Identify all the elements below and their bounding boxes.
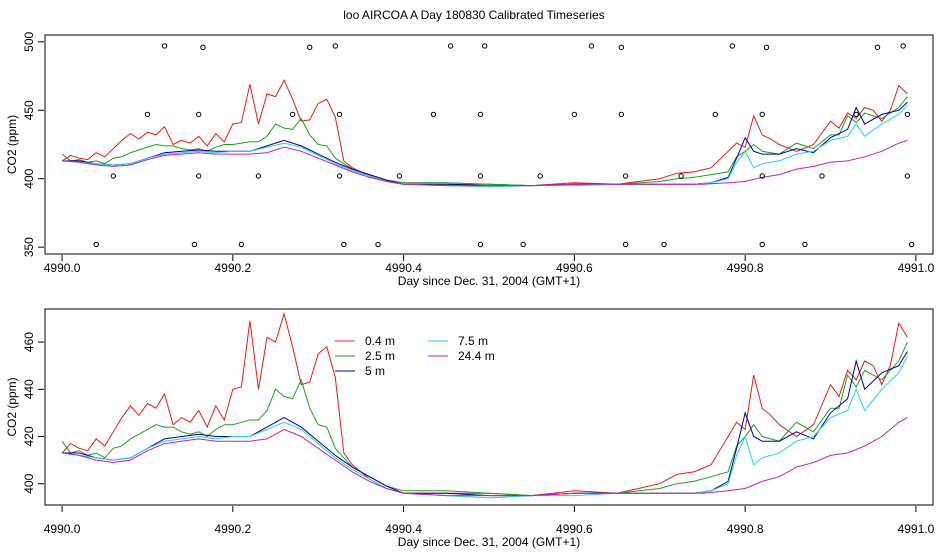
outlier-point <box>537 173 543 179</box>
x-tick-label: 4990.4 <box>385 522 422 536</box>
outlier-point <box>661 241 667 248</box>
legend-label: 5 m <box>365 364 385 378</box>
outlier-point <box>447 43 454 49</box>
series-line-1 <box>61 96 908 187</box>
x-tick-label: 4990.6 <box>556 522 593 536</box>
y-tick-label: 450 <box>22 100 36 120</box>
outlier-point <box>191 241 198 248</box>
x-tick-label: 4990.8 <box>727 261 764 275</box>
outlier-point <box>477 241 484 248</box>
series-line-0 <box>61 79 908 187</box>
outlier-point <box>341 241 347 248</box>
outlier-point <box>904 111 911 118</box>
outlier-point <box>336 173 343 179</box>
outlier-point <box>904 173 911 179</box>
series-line-4 <box>62 139 908 187</box>
y-tick-label: 400 <box>22 473 36 493</box>
outlier-point <box>802 241 808 248</box>
outlier-point <box>900 43 906 49</box>
outlier-point <box>571 111 578 118</box>
outlier-point <box>477 173 484 179</box>
y-axis-label: CO2 (ppm) <box>5 115 19 174</box>
outlier-point <box>622 241 629 248</box>
x-tick-label: 4991.0 <box>898 261 935 275</box>
outlier-point <box>759 111 765 118</box>
outlier-point <box>618 111 625 118</box>
outlier-point <box>336 111 343 118</box>
outlier-point <box>618 44 625 51</box>
outlier-point <box>874 44 881 51</box>
outlier-point <box>289 111 296 118</box>
legend: 0.4 m2.5 m5 m 7.5 m24.4 m <box>335 334 495 378</box>
outlier-point <box>908 241 915 248</box>
outlier-point <box>588 43 595 49</box>
outlier-point <box>195 111 202 118</box>
x-tick-label: 4990.2 <box>214 522 251 536</box>
series-line-2 <box>62 101 908 187</box>
outlier-point <box>238 241 245 248</box>
top-panel: 4990.0 4990.2 4990.4 4990.6 4990.8 4991.0 350 4… <box>5 32 934 288</box>
series-line-3 <box>62 355 908 499</box>
outlier-point <box>678 173 684 179</box>
y-tick-label: 440 <box>22 379 36 399</box>
outlier-point <box>396 173 403 179</box>
plot-frame <box>44 34 934 255</box>
series-line-1 <box>61 341 908 497</box>
outlier-point <box>853 111 859 118</box>
legend-label: 2.5 m <box>365 349 395 363</box>
outlier-point <box>375 241 381 248</box>
outlier-point <box>144 111 151 118</box>
series-line-4 <box>62 417 908 497</box>
series-line-0 <box>61 311 908 497</box>
outlier-point <box>729 43 736 49</box>
y-tick-label: 460 <box>22 332 36 352</box>
outlier-point <box>482 43 488 49</box>
outlier-point <box>306 44 313 51</box>
outlier-point <box>195 173 202 179</box>
outlier-point <box>200 44 206 51</box>
legend-label: 24.4 m <box>458 349 495 363</box>
series-line-2 <box>62 351 908 497</box>
outlier-point <box>520 241 526 248</box>
x-axis-label: Day since Dec. 31, 2004 (GMT+1) <box>398 535 580 549</box>
outlier-point <box>477 111 484 118</box>
y-tick-label: 420 <box>22 426 36 446</box>
x-tick-label: 4991.0 <box>898 522 935 536</box>
bottom-panel: 4990.0 4990.2 4990.4 4990.6 4990.8 4991.0 400 4… <box>5 308 935 549</box>
outlier-point <box>819 173 825 179</box>
outlier-point <box>332 43 339 49</box>
plot-area <box>61 311 908 499</box>
x-tick-label: 4990.6 <box>556 261 593 275</box>
outlier-point <box>255 173 262 179</box>
outlier-point <box>759 173 765 179</box>
series-line-3 <box>62 104 908 188</box>
outlier-point <box>161 43 168 49</box>
x-tick-label: 4990.2 <box>214 261 251 275</box>
y-tick-label: 500 <box>22 32 36 52</box>
x-tick-label: 4990.4 <box>385 261 422 275</box>
y-axis-label: CO2 (ppm) <box>5 377 19 436</box>
x-tick-label: 4990.8 <box>727 522 764 536</box>
y-tick-label: 400 <box>22 168 36 188</box>
y-tick-label: 350 <box>22 237 36 257</box>
outlier-point <box>759 241 765 248</box>
x-tick-label: 4990.0 <box>44 261 81 275</box>
x-tick-label: 4990.0 <box>44 522 81 536</box>
outlier-point <box>430 111 437 118</box>
outlier-point <box>763 44 770 51</box>
x-axis-label: Day since Dec. 31, 2004 (GMT+1) <box>398 274 580 288</box>
plot-area <box>61 43 915 248</box>
outlier-point <box>110 173 117 179</box>
plot-frame <box>44 308 934 506</box>
outlier-point <box>93 241 99 248</box>
outlier-point <box>622 173 629 179</box>
outlier-point <box>712 111 718 118</box>
chart-title: loo AIRCOA A Day 180830 Calibrated Times… <box>343 8 604 22</box>
legend-label: 0.4 m <box>365 334 395 348</box>
legend-label: 7.5 m <box>458 334 488 348</box>
